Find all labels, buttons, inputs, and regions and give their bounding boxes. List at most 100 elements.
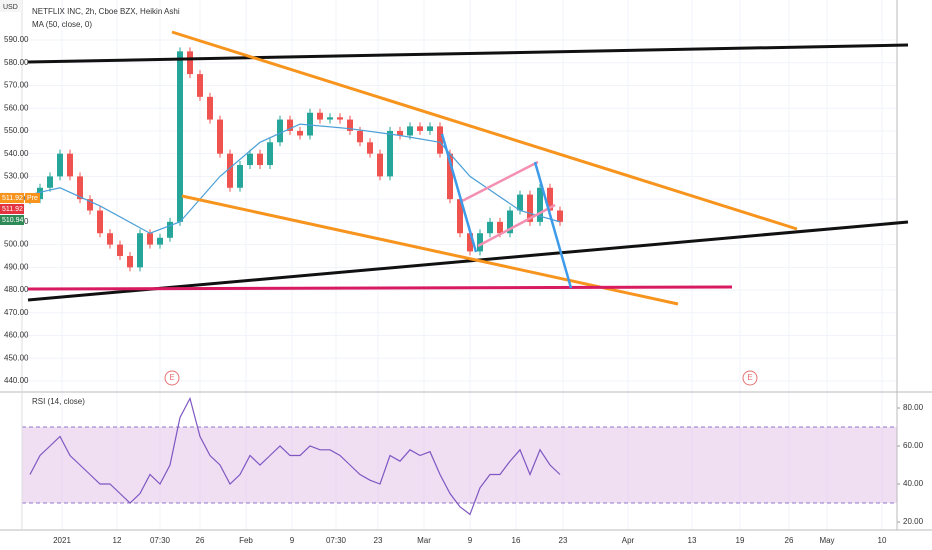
candle bbox=[287, 119, 293, 131]
candle bbox=[117, 244, 123, 256]
candle bbox=[347, 119, 353, 131]
rsi-tick-label: 20.00 bbox=[903, 517, 924, 526]
candle bbox=[557, 210, 563, 222]
candle bbox=[497, 221, 503, 234]
y-tick-label: 540.00 bbox=[4, 149, 29, 158]
event-circle bbox=[742, 370, 758, 386]
price-label-box bbox=[0, 193, 24, 203]
price-label-box bbox=[0, 204, 24, 214]
x-tick-label: Mar bbox=[417, 536, 431, 545]
x-tick-label: 07:30 bbox=[326, 536, 347, 545]
candle bbox=[67, 153, 73, 177]
candle bbox=[87, 199, 93, 211]
event-circle bbox=[164, 370, 180, 386]
rsi-line bbox=[29, 396, 561, 516]
event-marker: E bbox=[742, 370, 758, 386]
channel-line bbox=[477, 203, 556, 248]
x-tick-label: 2021 bbox=[53, 536, 71, 545]
candle bbox=[277, 119, 283, 143]
rsi-legend: RSI (14, close) bbox=[32, 397, 85, 406]
trend-line bbox=[171, 30, 798, 231]
candle bbox=[77, 176, 83, 200]
candle bbox=[207, 96, 213, 120]
candle bbox=[157, 237, 163, 245]
x-tick-label: 10 bbox=[878, 536, 887, 545]
candle bbox=[477, 233, 483, 252]
candle bbox=[337, 117, 343, 120]
event-label: E bbox=[747, 373, 752, 382]
candle bbox=[387, 130, 393, 177]
x-tick-label: 9 bbox=[290, 536, 295, 545]
price-label: 510.94 bbox=[2, 217, 24, 224]
candle bbox=[237, 165, 243, 188]
candle bbox=[397, 130, 403, 136]
x-tick-label: 16 bbox=[512, 536, 521, 545]
candle bbox=[467, 233, 473, 252]
price-label: 511.92 bbox=[2, 206, 23, 213]
chart-title: NETFLIX INC, 2h, Cboe BZX, Heikin Ashi bbox=[32, 7, 180, 16]
candle bbox=[217, 119, 223, 154]
candle bbox=[177, 51, 183, 222]
candle bbox=[127, 255, 133, 268]
currency-box bbox=[0, 0, 22, 12]
x-tick-label: 23 bbox=[374, 536, 383, 545]
y-tick-label: 460.00 bbox=[4, 331, 29, 340]
currency: USD bbox=[3, 4, 18, 11]
flag-line bbox=[440, 133, 478, 253]
candle bbox=[357, 130, 363, 143]
candle bbox=[167, 221, 173, 238]
rsi-tick-label: 60.00 bbox=[903, 441, 924, 450]
candle bbox=[257, 153, 263, 166]
candle bbox=[527, 194, 533, 222]
y-tick-label: 450.00 bbox=[4, 353, 29, 362]
candle bbox=[407, 126, 413, 136]
ma-line bbox=[29, 123, 561, 234]
candle bbox=[327, 117, 333, 120]
rsi-tick-label: 80.00 bbox=[903, 403, 924, 412]
candle bbox=[97, 210, 103, 234]
ma-legend: MA (50, close, 0) bbox=[32, 20, 92, 29]
candle bbox=[297, 130, 303, 136]
y-tick-label: 440.00 bbox=[4, 376, 29, 385]
price-label: 511.92 bbox=[2, 195, 23, 202]
event-label: E bbox=[169, 373, 174, 382]
candle bbox=[517, 194, 523, 211]
x-tick-label: Apr bbox=[622, 536, 635, 545]
y-tick-label: 500.00 bbox=[4, 240, 29, 249]
x-tick-label: 19 bbox=[736, 536, 745, 545]
y-tick-label: 550.00 bbox=[4, 126, 29, 135]
candle bbox=[317, 112, 323, 120]
pre-box bbox=[25, 193, 40, 203]
y-tick-label: 580.00 bbox=[4, 58, 29, 67]
support-line bbox=[27, 285, 733, 291]
candle bbox=[57, 153, 63, 177]
grid bbox=[22, 0, 900, 530]
candle bbox=[427, 126, 433, 131]
candle bbox=[437, 126, 443, 154]
x-tick-label: May bbox=[819, 536, 834, 545]
candle bbox=[417, 126, 423, 131]
y-tick-label: 480.00 bbox=[4, 285, 29, 294]
candle bbox=[547, 187, 553, 211]
price-label-box bbox=[0, 215, 24, 225]
candle bbox=[367, 142, 373, 154]
candle bbox=[187, 51, 193, 75]
candle bbox=[247, 153, 253, 166]
x-tick-label: 12 bbox=[113, 536, 122, 545]
y-tick-label: 490.00 bbox=[4, 262, 29, 271]
candle bbox=[47, 176, 53, 188]
x-tick-label: 26 bbox=[196, 536, 205, 545]
axis-labels: 440.00 450.00 460.00 470.00 480.00 490.00 500.… bbox=[0, 35, 924, 545]
trend-line bbox=[27, 43, 909, 64]
rsi-tick-label: 40.00 bbox=[903, 479, 924, 488]
trend-line bbox=[27, 220, 909, 302]
flag-line bbox=[533, 161, 573, 289]
x-tick-label: 26 bbox=[785, 536, 794, 545]
candle bbox=[537, 187, 543, 222]
event-marker: E bbox=[164, 370, 180, 386]
candle bbox=[507, 210, 513, 234]
candle bbox=[457, 199, 463, 234]
y-tick-label: 590.00 bbox=[4, 35, 29, 44]
y-tick-label: 570.00 bbox=[4, 81, 29, 90]
